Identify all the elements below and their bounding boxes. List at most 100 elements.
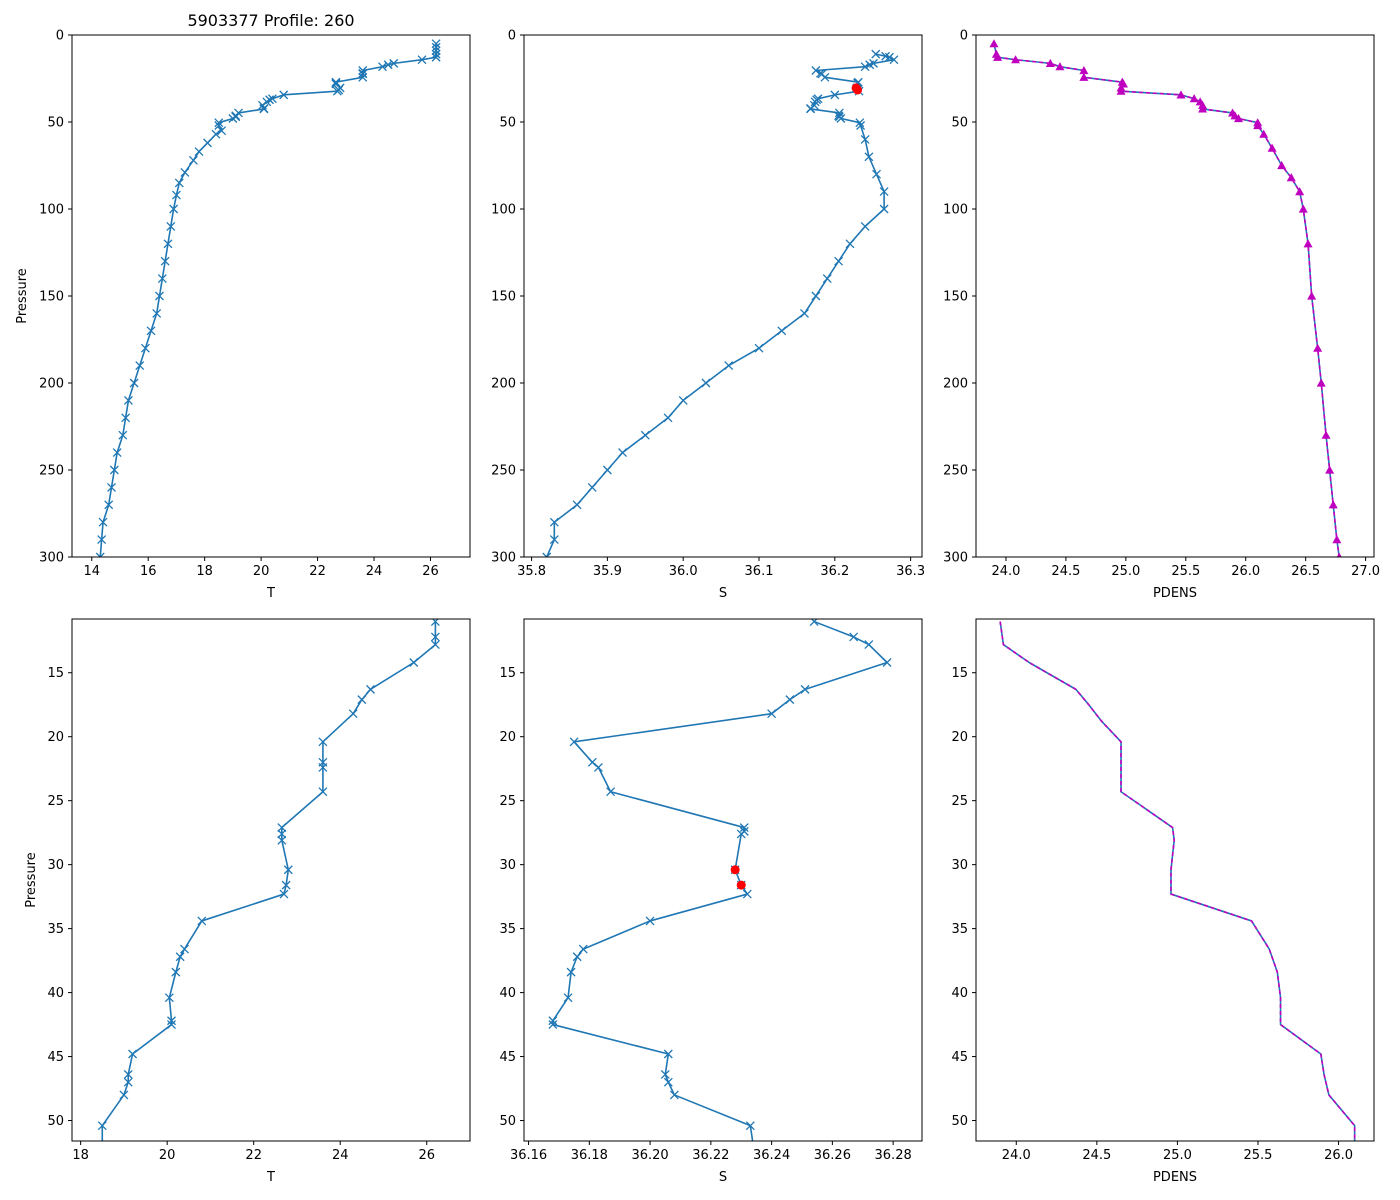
y-tick-label: 35 [47, 922, 64, 937]
data-point-marker [1259, 129, 1269, 138]
data-point-marker [606, 787, 616, 797]
data-point-marker [135, 361, 145, 371]
data-point-marker [164, 993, 174, 1003]
data-point-marker [123, 395, 133, 405]
axes-frame [71, 618, 471, 1142]
series-line-dashed-PDENS [999, 621, 1356, 1141]
data-point-marker [119, 1090, 129, 1100]
data-point-marker [849, 632, 859, 642]
data-layer [95, 39, 441, 557]
data-point-marker [754, 343, 764, 353]
x-tick-label: 20 [253, 564, 270, 579]
y-tick-label: 35 [499, 922, 516, 937]
data-layer [542, 49, 899, 557]
y-tick-label: 50 [47, 1114, 64, 1129]
y-tick-label: 35 [951, 922, 968, 937]
data-point-marker [820, 72, 830, 82]
x-tick-label: 18 [72, 1148, 89, 1163]
x-axis-label: T [266, 1170, 275, 1185]
axes-frame [71, 34, 471, 558]
data-layer [999, 621, 1356, 1141]
data-point-marker [563, 993, 573, 1003]
data-point-marker [593, 762, 603, 772]
subplot-S_zoom: 36.16 36.18 36.20 36.22 36.24 36.26 36.28 15 20 2… [499, 618, 923, 1185]
data-point-marker [1307, 291, 1317, 300]
data-point-marker [277, 835, 287, 845]
data-point-marker [548, 1016, 558, 1026]
data-point-marker [864, 640, 874, 650]
x-tick-label: 22 [309, 564, 326, 579]
data-point-marker [431, 39, 441, 49]
x-tick-label: 25.0 [1163, 1148, 1192, 1163]
y-tick-label: 200 [943, 377, 968, 392]
data-point-marker [358, 66, 368, 75]
data-point-marker [389, 58, 399, 68]
x-tick-label: 36.2 [820, 564, 849, 579]
data-point-marker [332, 86, 342, 96]
data-point-marker [171, 967, 181, 977]
data-point-marker [587, 482, 597, 492]
x-tick-label: 18 [196, 564, 213, 579]
x-tick-label: 26 [422, 564, 439, 579]
data-point-marker [1079, 72, 1089, 81]
x-axis-label: S [719, 586, 727, 601]
data-point-marker [864, 152, 874, 162]
data-point-marker [107, 482, 116, 492]
data-point-marker [98, 517, 108, 527]
data-point-marker [358, 72, 368, 82]
x-tick-label: 24.0 [1002, 1148, 1031, 1163]
flagged-point [853, 85, 863, 95]
data-point-marker [663, 1049, 673, 1059]
y-tick-label: 150 [39, 290, 64, 305]
data-point-marker [123, 1070, 133, 1079]
data-point-marker [431, 42, 441, 52]
data-point-marker [855, 118, 865, 128]
y-tick-label: 15 [47, 666, 64, 681]
subplot-PDENS_zoom: 24.0 24.5 25.0 25.5 26.0 15 20 25 30 35 40 45 50 PDEN… [951, 618, 1375, 1185]
data-point-marker [810, 97, 820, 107]
x-tick-label: 20 [159, 1148, 176, 1163]
data-point-marker [889, 55, 899, 65]
data-point-marker [871, 49, 881, 59]
subplot-S_full: 35.8 35.9 36.0 36.1 36.2 36.3 0 50 100 150 200 250 3… [491, 29, 925, 602]
data-point-marker [152, 308, 162, 318]
data-point-marker [97, 535, 107, 545]
y-tick-label: 20 [951, 730, 968, 745]
y-tick-label: 0 [508, 29, 516, 44]
x-tick-label: 26.5 [1291, 564, 1320, 579]
data-point-marker [879, 204, 889, 214]
x-tick-label: 25.0 [1111, 564, 1140, 579]
x-tick-label: 36.0 [669, 564, 698, 579]
data-point-marker [811, 66, 821, 75]
x-axis-label: PDENS [1153, 586, 1197, 601]
data-point-marker [1267, 143, 1277, 152]
data-point-marker [211, 129, 221, 139]
x-tick-label: 22 [245, 1148, 262, 1163]
data-point-marker [1277, 161, 1287, 170]
x-tick-label: 36.18 [571, 1148, 608, 1163]
axes-frame [975, 34, 1375, 558]
y-tick-label: 20 [47, 730, 64, 745]
x-tick-label: 24.5 [1051, 564, 1080, 579]
y-tick-label: 20 [499, 730, 516, 745]
data-point-marker [180, 944, 189, 954]
data-point-marker [1055, 62, 1065, 71]
data-point-marker [739, 823, 749, 833]
data-point-marker [188, 155, 198, 165]
data-point-marker [121, 413, 131, 423]
subplot-grid: 14 16 18 20 22 24 26050100150200250300TPressur… [15, 11, 1380, 1185]
y-axis-label: Pressure [15, 268, 30, 324]
data-point-marker [834, 108, 844, 118]
y-tick-label: 30 [951, 858, 968, 873]
chart-title: 5903377 Profile: 260 [187, 11, 354, 30]
data-point-marker [569, 737, 579, 747]
data-point-marker [822, 274, 832, 284]
y-tick-label: 45 [47, 1050, 64, 1065]
x-tick-label: 36.1 [745, 564, 774, 579]
data-point-marker [283, 865, 293, 875]
data-point-marker [430, 640, 440, 650]
data-point-marker [97, 1121, 107, 1131]
data-point-marker [572, 500, 582, 510]
data-point-marker [542, 552, 552, 557]
data-point-marker [745, 1121, 755, 1131]
